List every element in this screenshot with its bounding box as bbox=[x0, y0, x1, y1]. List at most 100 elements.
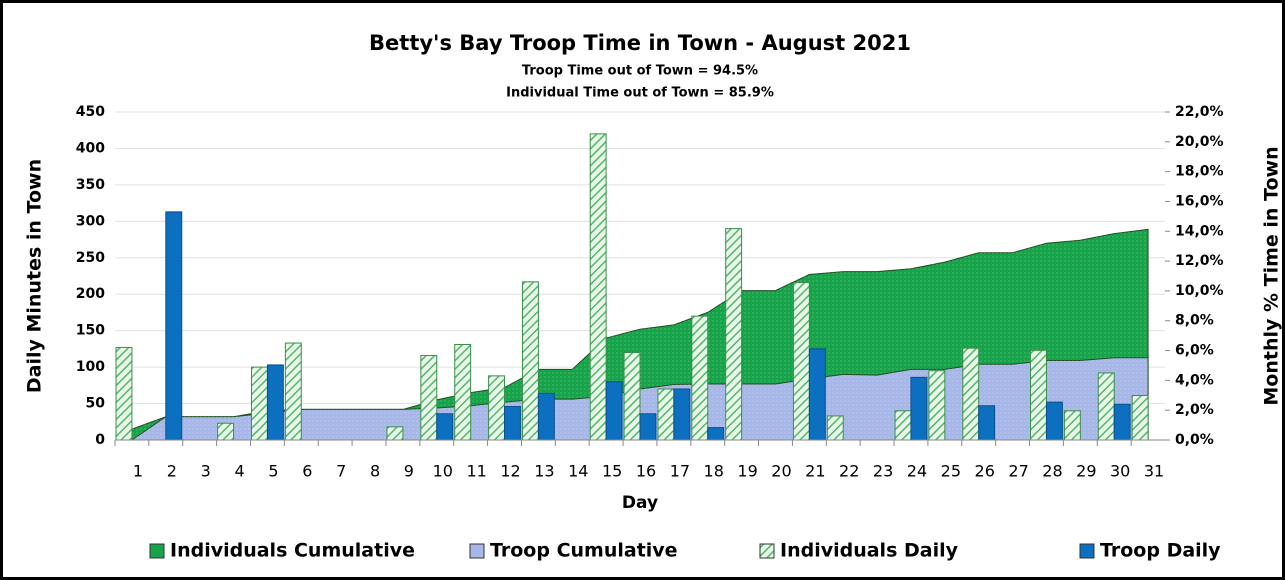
x-tick-label: 8 bbox=[370, 462, 380, 481]
x-tick-label: 18 bbox=[704, 462, 724, 481]
bar bbox=[537, 392, 555, 441]
x-tick-label: 21 bbox=[805, 462, 825, 481]
y2-tick-label: 18,0% bbox=[1175, 164, 1224, 180]
y-axis-label: Daily Minutes in Town bbox=[24, 159, 46, 393]
bar bbox=[691, 315, 709, 441]
bar bbox=[521, 281, 539, 441]
y2-tick-label: 6,0% bbox=[1175, 343, 1214, 359]
bar bbox=[792, 282, 810, 441]
bar bbox=[657, 388, 675, 441]
chart-subtitle: Individual Time out of Town = 85.9% bbox=[506, 86, 774, 101]
x-tick-label: 11 bbox=[466, 462, 486, 481]
y-tick-label: 50 bbox=[86, 396, 106, 412]
y2-tick-label: 2,0% bbox=[1175, 402, 1214, 418]
y-tick-label: 450 bbox=[76, 104, 105, 120]
x-tick-label: 26 bbox=[975, 462, 995, 481]
x-tick-label: 31 bbox=[1144, 462, 1164, 481]
x-tick-label: 5 bbox=[268, 462, 278, 481]
y2-tick-label: 4,0% bbox=[1175, 372, 1214, 388]
y2-tick-label: 20,0% bbox=[1175, 134, 1224, 150]
x-tick-label: 10 bbox=[433, 462, 453, 481]
bar bbox=[639, 413, 657, 441]
bar bbox=[725, 228, 743, 441]
x-tick-label: 2 bbox=[167, 462, 177, 481]
x-tick-label: 24 bbox=[907, 462, 927, 481]
bar bbox=[623, 352, 641, 441]
bar bbox=[386, 426, 404, 441]
bar bbox=[894, 410, 912, 441]
y-tick-label: 150 bbox=[76, 323, 105, 339]
bar bbox=[454, 344, 472, 441]
legend-label: Individuals Daily bbox=[780, 540, 959, 562]
x-tick-label: 30 bbox=[1110, 462, 1130, 481]
bar bbox=[928, 370, 946, 441]
legend-label: Troop Daily bbox=[1100, 540, 1221, 562]
bar bbox=[605, 381, 623, 441]
bar bbox=[1097, 372, 1115, 441]
x-tick-label: 14 bbox=[568, 462, 588, 481]
x-axis-label: Day bbox=[622, 493, 658, 513]
chart-subtitle: Troop Time out of Town = 94.5% bbox=[522, 64, 758, 79]
x-tick-label: 6 bbox=[302, 462, 312, 481]
y2-axis-label: Monthly % Time in Town bbox=[1261, 146, 1283, 405]
bar bbox=[673, 388, 691, 441]
y2-tick-label: 0,0% bbox=[1175, 432, 1214, 448]
x-tick-label: 12 bbox=[500, 462, 520, 481]
bar bbox=[266, 364, 284, 441]
x-tick-label: 16 bbox=[636, 462, 656, 481]
y-tick-label: 200 bbox=[76, 286, 105, 302]
x-tick-label: 27 bbox=[1008, 462, 1028, 481]
x-tick-label: 17 bbox=[670, 462, 690, 481]
chart-title: Betty's Bay Troop Time in Town - August … bbox=[369, 31, 911, 55]
legend-label: Troop Cumulative bbox=[490, 540, 678, 562]
bar bbox=[115, 346, 133, 441]
bar bbox=[436, 413, 454, 441]
y-tick-label: 300 bbox=[76, 213, 105, 229]
bar bbox=[707, 427, 725, 441]
bar bbox=[165, 211, 183, 441]
y2-tick-label: 8,0% bbox=[1175, 313, 1214, 329]
y2-tick-label: 16,0% bbox=[1175, 193, 1224, 209]
bar bbox=[978, 405, 996, 441]
y2-tick-label: 22,0% bbox=[1175, 104, 1224, 120]
bar bbox=[488, 375, 506, 441]
x-tick-label: 28 bbox=[1042, 462, 1062, 481]
bar bbox=[217, 422, 235, 441]
bar bbox=[1045, 401, 1063, 441]
y2-tick-label: 14,0% bbox=[1175, 223, 1224, 239]
bar bbox=[504, 405, 521, 441]
bar bbox=[420, 354, 438, 441]
bar bbox=[962, 347, 980, 441]
y2-tick-label: 10,0% bbox=[1175, 283, 1224, 299]
y-tick-label: 250 bbox=[76, 250, 105, 266]
x-tick-label: 1 bbox=[133, 462, 143, 481]
x-tick-label: 22 bbox=[839, 462, 859, 481]
bar bbox=[826, 415, 844, 441]
bar bbox=[910, 376, 928, 441]
bar bbox=[1063, 410, 1081, 441]
legend-swatch bbox=[469, 543, 485, 559]
y-tick-label: 400 bbox=[76, 140, 105, 156]
legend-swatch bbox=[759, 543, 775, 559]
x-tick-label: 3 bbox=[201, 462, 211, 481]
bar bbox=[589, 133, 607, 441]
legend-swatch bbox=[149, 543, 165, 559]
bar bbox=[1131, 395, 1149, 441]
y2-tick-label: 12,0% bbox=[1175, 253, 1224, 269]
x-tick-label: 23 bbox=[873, 462, 893, 481]
x-tick-label: 29 bbox=[1076, 462, 1096, 481]
x-tick-label: 25 bbox=[941, 462, 961, 481]
x-tick-label: 13 bbox=[534, 462, 554, 481]
y-tick-label: 0 bbox=[95, 432, 105, 448]
legend-swatch bbox=[1079, 543, 1095, 559]
x-tick-label: 19 bbox=[737, 462, 757, 481]
x-tick-label: 4 bbox=[234, 462, 244, 481]
bar bbox=[251, 366, 268, 441]
x-tick-label: 15 bbox=[602, 462, 622, 481]
bar bbox=[284, 342, 302, 441]
y-tick-label: 350 bbox=[76, 177, 105, 193]
legend-label: Individuals Cumulative bbox=[170, 540, 415, 562]
bar bbox=[1113, 403, 1131, 441]
x-tick-label: 20 bbox=[771, 462, 791, 481]
